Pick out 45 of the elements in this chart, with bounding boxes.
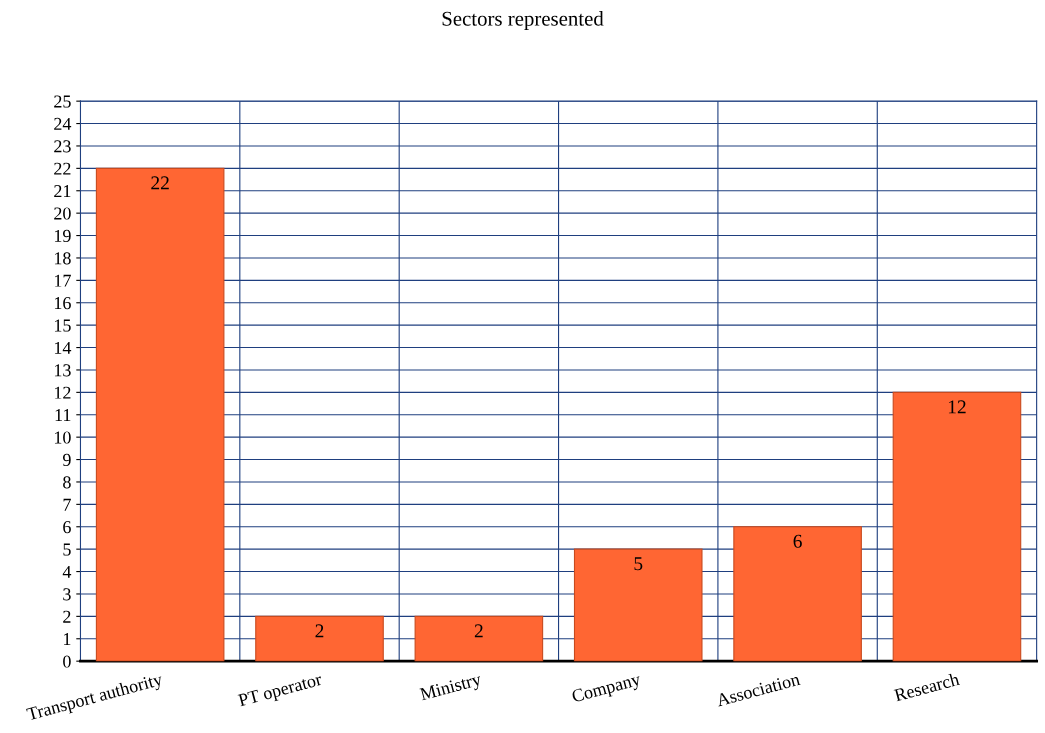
bar [255,615,384,662]
y-tick-label: 25 [54,95,71,108]
y-tick-label: 1 [64,633,71,646]
bar [733,526,862,662]
y-tick-label: 5 [63,543,71,556]
y-tick-label: 22 [54,162,71,175]
y-tick-label: 16 [54,297,71,310]
y-tick-label: 7 [63,498,71,511]
bar [95,167,225,662]
y-tick-label: 18 [54,252,71,265]
y-tick-label: 4 [62,565,72,578]
y-tick-label: 23 [54,140,71,153]
y-tick-label: 17 [54,274,71,287]
y-tick-label: 10 [54,431,71,444]
y-tick-label: 24 [54,117,72,130]
x-tick-label: PT operator [237,673,324,711]
y-tick-label: 21 [54,185,71,198]
y-tick-label: 20 [54,207,71,220]
bar [414,615,544,662]
chart-title: Sectors represented [442,11,604,30]
bar [573,548,703,662]
x-tick-label: Company [571,672,643,707]
x-tick-label: Research [893,672,961,702]
y-tick-label: 8 [63,476,71,489]
y-tick-label: 3 [63,588,71,601]
y-tick-label: 13 [54,364,71,377]
data-label: 12 [948,400,966,414]
x-tick-label: Ministry [419,672,484,705]
data-label: 22 [151,176,169,190]
data-label: 5 [634,557,643,571]
bar [892,391,1022,662]
data-label: 6 [793,534,802,548]
y-tick-label: 12 [54,386,71,399]
y-tick-label: 14 [54,341,72,354]
data-label: 2 [315,624,324,638]
y-tick-label: 6 [63,521,71,534]
y-tick-label: 2 [63,610,71,623]
y-tick-label: 19 [54,229,71,242]
data-label: 2 [474,624,483,638]
y-tick-label: 15 [54,319,71,332]
y-tick-label: 0 [63,655,71,668]
x-tick-label: Association [715,672,801,707]
x-tick-label: Transport authority [25,672,165,725]
y-tick-label: 9 [62,453,71,466]
y-tick-label: 11 [55,409,71,422]
